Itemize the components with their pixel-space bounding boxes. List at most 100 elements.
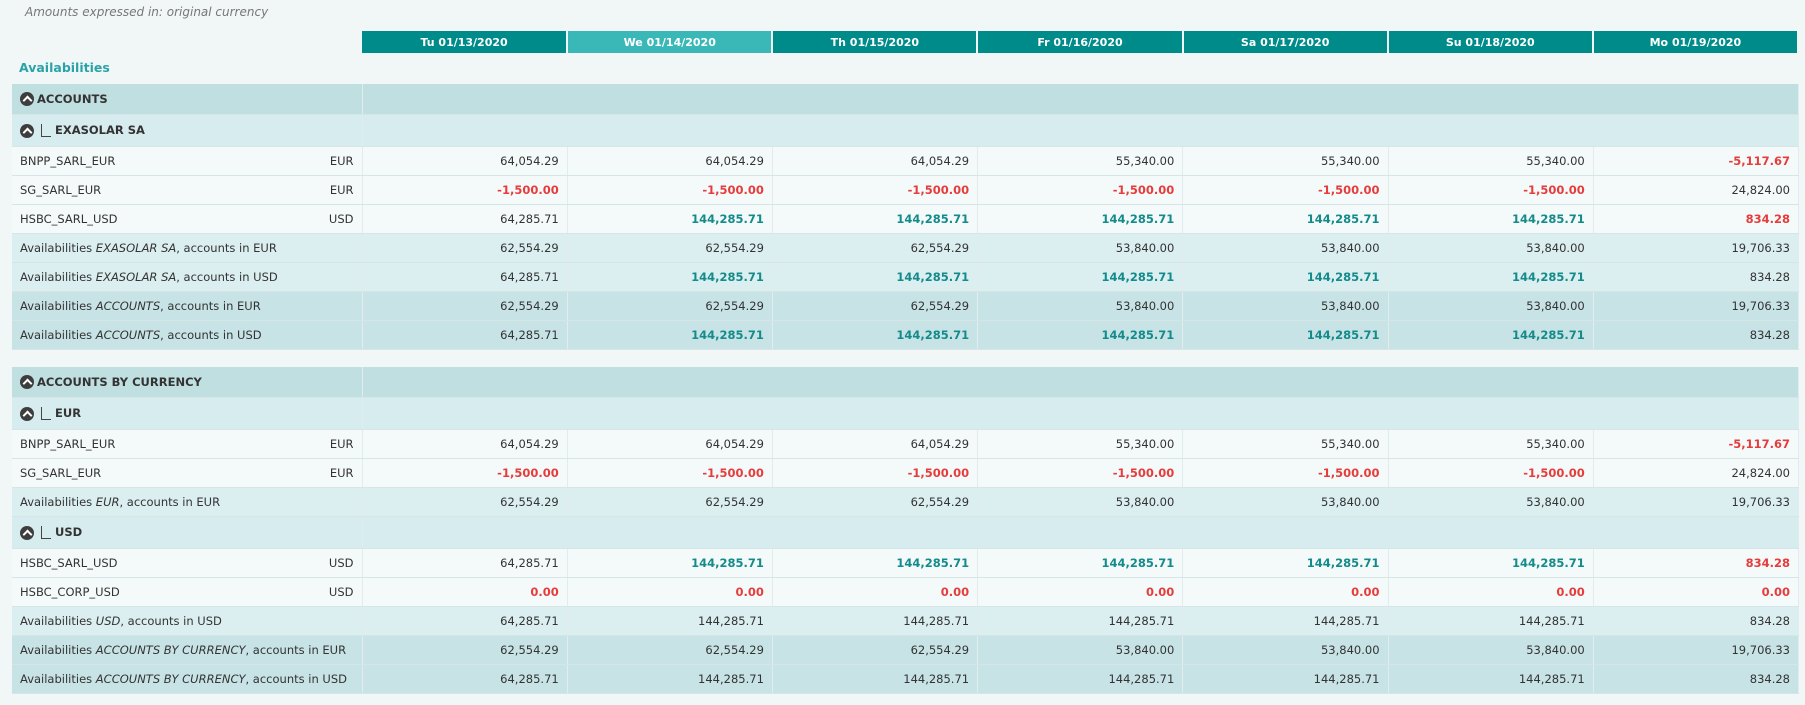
account-currency: USD [328,556,354,570]
subtotal-label-suffix: , accounts in USD [176,270,278,284]
amount-value: 144,285.71 [691,328,764,342]
account-name[interactable]: BNPP_SARL_EUR [20,154,116,168]
collapse-chevron-up-icon[interactable] [20,123,34,138]
amount-cell: 144,285.71 [567,262,773,292]
collapse-chevron-up-icon[interactable] [20,92,34,107]
amount-value: 834.28 [1745,212,1790,226]
amount-value: 19,706.33 [1731,495,1790,509]
amount-value: 64,054.29 [910,437,970,451]
amount-value: 144,285.71 [1101,328,1175,342]
amount-cell: 144,285.71 [977,664,1184,694]
amount-cell: 53,840.00 [1182,635,1389,665]
amount-cell: -1,500.00 [772,458,979,488]
amount-cell: 144,285.71 [1182,204,1389,234]
account-name[interactable]: HSBC_SARL_USD [20,556,118,570]
collapse-chevron-up-icon[interactable] [20,525,34,540]
amount-cell: -1,500.00 [1388,175,1594,205]
amount-value: 55,340.00 [1320,437,1380,451]
amount-value: 144,285.71 [1108,614,1175,628]
amount-cell: 834.28 [1593,664,1800,694]
amount-value: 53,840.00 [1115,643,1175,657]
amount-value: 53,840.00 [1115,495,1175,509]
group-row: EUR [12,397,1799,430]
amount-value: 144,285.71 [698,672,764,686]
amount-value: 62,554.29 [910,495,970,509]
amount-value: 19,706.33 [1731,643,1790,657]
account-name[interactable]: HSBC_CORP_USD [20,585,120,599]
amount-value: 144,285.71 [896,556,970,570]
amount-value: -1,500.00 [497,183,559,197]
amount-value: 19,706.33 [1731,241,1790,255]
subtotal-label-suffix: , accounts in EUR [119,495,221,509]
amount-cell: 144,285.71 [567,320,773,350]
amount-cell: 64,054.29 [567,429,773,459]
amount-cell: 64,285.71 [362,204,568,234]
amount-value: -1,500.00 [1523,466,1585,480]
amount-value: 144,285.71 [691,212,764,226]
amount-value: -5,117.67 [1728,154,1790,168]
currency-note: Amounts expressed in: original currency [25,5,269,19]
amount-cell: 53,840.00 [1388,635,1594,665]
amount-cell: 62,554.29 [567,635,773,665]
subtotal-label-prefix: Availabilities [20,270,96,284]
amount-cell: 64,054.29 [362,146,568,176]
empty-values-cell [362,516,1799,549]
amount-cell: -1,500.00 [1182,175,1389,205]
amount-cell: 144,285.71 [1182,262,1389,292]
data-grid: ACCOUNTS BY CURRENCY EUR BNPP_SARL_EUR EUR 6… [12,367,1800,694]
amount-cell: 144,285.71 [567,548,773,578]
amount-cell: 64,054.29 [362,429,568,459]
acct-row: SG_SARL_EUR EUR -1,500.00 -1,500.00 -1,500.0… [12,175,1800,205]
page-title: Availabilities [19,60,110,75]
amount-cell: 0.00 [567,577,773,607]
amount-cell: 144,285.71 [1388,262,1594,292]
account-currency: EUR [329,154,354,168]
subtotal-entity: EXASOLAR SA [95,241,177,255]
account-currency: EUR [329,437,354,451]
amount-value: 144,285.71 [1511,270,1585,284]
amount-cell: -1,500.00 [977,458,1184,488]
amount-value: 53,840.00 [1115,241,1175,255]
date-column-header[interactable]: Sa 01/17/2020 [1182,31,1389,53]
amount-value: 834.28 [1745,556,1790,570]
date-column-header[interactable]: Th 01/15/2020 [772,31,979,53]
amount-value: 0.00 [1145,585,1175,599]
amount-cell: 144,285.71 [977,548,1184,578]
date-column-header[interactable]: We 01/14/2020 [567,31,774,53]
amount-cell: 64,054.29 [567,146,773,176]
account-name[interactable]: SG_SARL_EUR [20,466,102,480]
amount-cell: 53,840.00 [1182,233,1389,263]
account-name[interactable]: SG_SARL_EUR [20,183,102,197]
collapse-chevron-up-icon[interactable] [20,375,34,390]
account-name[interactable]: BNPP_SARL_EUR [20,437,116,451]
amount-cell: 62,554.29 [567,487,773,517]
amount-cell: 55,340.00 [1182,146,1389,176]
amount-value: -1,500.00 [907,466,970,480]
amount-value: 144,285.71 [1306,328,1380,342]
amount-cell: 62,554.29 [772,635,979,665]
date-column-header[interactable]: Tu 01/13/2020 [362,31,569,53]
amount-cell: -1,500.00 [1182,458,1389,488]
acct-row: BNPP_SARL_EUR EUR 64,054.29 64,054.29 64,054… [12,429,1800,459]
amount-cell: -1,500.00 [977,175,1184,205]
amount-cell: 144,285.71 [772,664,979,694]
amount-cell: 144,285.71 [977,262,1184,292]
amount-cell: -5,117.67 [1593,146,1800,176]
collapse-chevron-up-icon[interactable] [20,406,34,421]
amount-cell: -1,500.00 [567,458,773,488]
amount-cell: 144,285.71 [772,262,979,292]
row-label-cell: Availabilities ACCOUNTS, accounts in EUR [12,291,363,321]
amount-cell: 0.00 [362,577,568,607]
amount-value: -1,500.00 [1112,183,1175,197]
account-name[interactable]: HSBC_SARL_USD [20,212,118,226]
date-column-header[interactable]: Mo 01/19/2020 [1592,31,1800,53]
date-column-header[interactable]: Fr 01/16/2020 [977,31,1184,53]
row-label-cell: Availabilities EXASOLAR SA, accounts in … [12,262,363,292]
amount-value: 144,285.71 [1101,556,1175,570]
amount-cell: 0.00 [1182,577,1389,607]
amount-cell: 55,340.00 [1388,429,1594,459]
amount-value: 62,554.29 [500,495,559,509]
section-row: ACCOUNTS BY CURRENCY [12,367,1799,398]
date-column-header[interactable]: Su 01/18/2020 [1387,31,1594,53]
amount-value: 24,824.00 [1731,466,1790,480]
